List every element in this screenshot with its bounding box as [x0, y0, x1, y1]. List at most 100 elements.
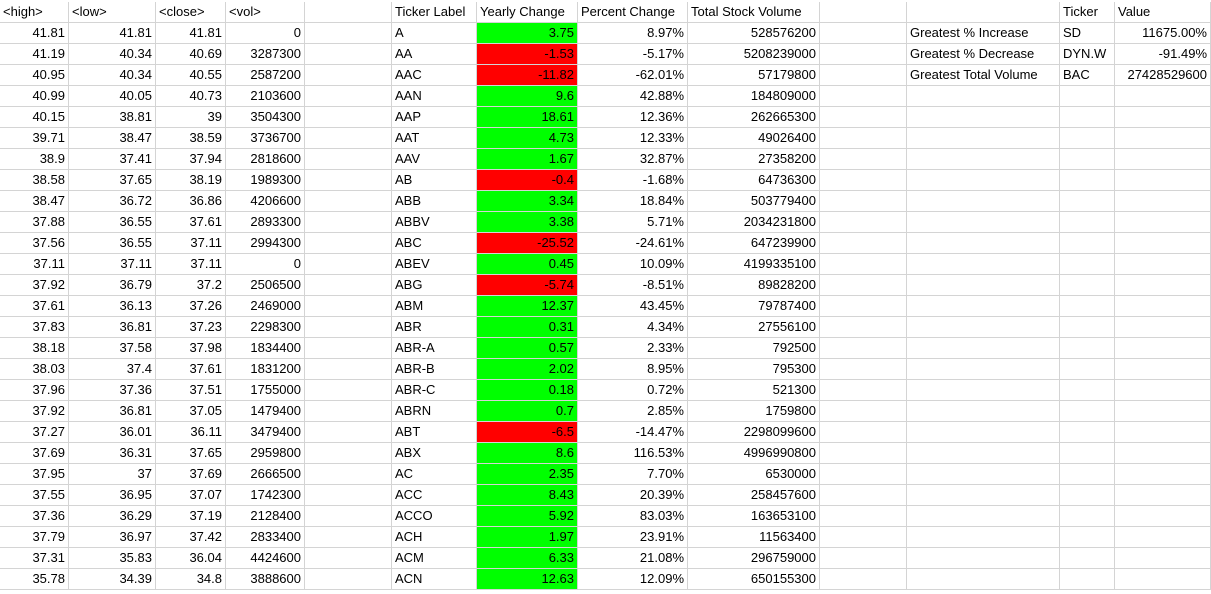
cell-close[interactable]: 38.19: [156, 170, 226, 191]
empty-cell[interactable]: [305, 233, 392, 254]
cell-vol[interactable]: 3888600: [226, 569, 305, 590]
cell-close[interactable]: 37.23: [156, 317, 226, 338]
empty-cell[interactable]: [1060, 212, 1115, 233]
cell-high[interactable]: 37.83: [0, 317, 69, 338]
cell-low[interactable]: 40.34: [69, 44, 156, 65]
cell-yearly-change[interactable]: 0.57: [477, 338, 578, 359]
cell-ticker-label[interactable]: ABR-C: [392, 380, 477, 401]
header-summary-ticker[interactable]: Ticker: [1060, 2, 1115, 23]
cell-total-stock-volume[interactable]: 57179800: [688, 65, 820, 86]
empty-cell[interactable]: [1115, 86, 1211, 107]
empty-cell[interactable]: [1060, 149, 1115, 170]
cell-yearly-change[interactable]: 8.43: [477, 485, 578, 506]
cell-close[interactable]: 34.8: [156, 569, 226, 590]
empty-cell[interactable]: [1060, 506, 1115, 527]
cell-total-stock-volume[interactable]: 4199335100: [688, 254, 820, 275]
cell-vol[interactable]: 2506500: [226, 275, 305, 296]
empty-cell[interactable]: [907, 464, 1060, 485]
cell-close[interactable]: 36.04: [156, 548, 226, 569]
cell-ticker-label[interactable]: AB: [392, 170, 477, 191]
cell-high[interactable]: 37.31: [0, 548, 69, 569]
cell-ticker-label[interactable]: ABX: [392, 443, 477, 464]
cell-low[interactable]: 36.01: [69, 422, 156, 443]
empty-cell[interactable]: [305, 254, 392, 275]
cell-percent-change[interactable]: 8.97%: [578, 23, 688, 44]
empty-cell[interactable]: [820, 296, 907, 317]
cell-yearly-change[interactable]: 0.18: [477, 380, 578, 401]
cell-yearly-change[interactable]: 12.63: [477, 569, 578, 590]
empty-cell[interactable]: [1060, 359, 1115, 380]
empty-cell[interactable]: [820, 401, 907, 422]
cell-yearly-change[interactable]: -0.4: [477, 170, 578, 191]
cell-total-stock-volume[interactable]: 184809000: [688, 86, 820, 107]
cell-total-stock-volume[interactable]: 792500: [688, 338, 820, 359]
empty-cell[interactable]: [907, 212, 1060, 233]
cell-low[interactable]: 37: [69, 464, 156, 485]
empty-cell[interactable]: [1060, 569, 1115, 590]
cell-yearly-change[interactable]: 12.37: [477, 296, 578, 317]
cell-low[interactable]: 36.31: [69, 443, 156, 464]
empty-cell[interactable]: [305, 170, 392, 191]
empty-cell[interactable]: [1115, 254, 1211, 275]
cell-total-stock-volume[interactable]: 2034231800: [688, 212, 820, 233]
empty-cell[interactable]: [820, 65, 907, 86]
cell-yearly-change[interactable]: 4.73: [477, 128, 578, 149]
cell-low[interactable]: 36.13: [69, 296, 156, 317]
empty-cell[interactable]: [305, 86, 392, 107]
cell-yearly-change[interactable]: -1.53: [477, 44, 578, 65]
cell-vol[interactable]: 3479400: [226, 422, 305, 443]
cell-high[interactable]: 37.55: [0, 485, 69, 506]
cell-percent-change[interactable]: 0.72%: [578, 380, 688, 401]
cell-close[interactable]: 37.61: [156, 359, 226, 380]
cell-vol[interactable]: 2469000: [226, 296, 305, 317]
cell-percent-change[interactable]: 5.71%: [578, 212, 688, 233]
empty-cell[interactable]: [1115, 527, 1211, 548]
cell-total-stock-volume[interactable]: 258457600: [688, 485, 820, 506]
cell-yearly-change[interactable]: 2.35: [477, 464, 578, 485]
cell-close[interactable]: 37.98: [156, 338, 226, 359]
summary-label[interactable]: Greatest % Increase: [907, 23, 1060, 44]
summary-ticker[interactable]: SD: [1060, 23, 1115, 44]
cell-high[interactable]: 37.92: [0, 401, 69, 422]
cell-close[interactable]: 37.51: [156, 380, 226, 401]
cell-close[interactable]: 37.69: [156, 464, 226, 485]
empty-cell[interactable]: [820, 2, 907, 23]
empty-cell[interactable]: [305, 65, 392, 86]
cell-yearly-change[interactable]: -25.52: [477, 233, 578, 254]
empty-cell[interactable]: [1115, 170, 1211, 191]
empty-cell[interactable]: [1060, 317, 1115, 338]
cell-total-stock-volume[interactable]: 650155300: [688, 569, 820, 590]
cell-percent-change[interactable]: 42.88%: [578, 86, 688, 107]
cell-ticker-label[interactable]: ABM: [392, 296, 477, 317]
empty-cell[interactable]: [1115, 401, 1211, 422]
empty-cell[interactable]: [820, 275, 907, 296]
cell-yearly-change[interactable]: -6.5: [477, 422, 578, 443]
empty-cell[interactable]: [907, 527, 1060, 548]
cell-total-stock-volume[interactable]: 521300: [688, 380, 820, 401]
cell-ticker-label[interactable]: ABRN: [392, 401, 477, 422]
cell-low[interactable]: 41.81: [69, 23, 156, 44]
cell-high[interactable]: 38.47: [0, 191, 69, 212]
cell-percent-change[interactable]: 43.45%: [578, 296, 688, 317]
cell-high[interactable]: 40.95: [0, 65, 69, 86]
cell-percent-change[interactable]: -24.61%: [578, 233, 688, 254]
empty-cell[interactable]: [907, 380, 1060, 401]
cell-ticker-label[interactable]: AAP: [392, 107, 477, 128]
cell-low[interactable]: 36.79: [69, 275, 156, 296]
empty-cell[interactable]: [820, 107, 907, 128]
cell-vol[interactable]: 3736700: [226, 128, 305, 149]
cell-close[interactable]: 37.05: [156, 401, 226, 422]
empty-cell[interactable]: [1060, 443, 1115, 464]
cell-percent-change[interactable]: 12.36%: [578, 107, 688, 128]
cell-ticker-label[interactable]: AAT: [392, 128, 477, 149]
cell-vol[interactable]: 4424600: [226, 548, 305, 569]
cell-low[interactable]: 37.58: [69, 338, 156, 359]
cell-close[interactable]: 40.55: [156, 65, 226, 86]
cell-high[interactable]: 37.69: [0, 443, 69, 464]
empty-cell[interactable]: [1115, 485, 1211, 506]
cell-percent-change[interactable]: 83.03%: [578, 506, 688, 527]
empty-cell[interactable]: [820, 422, 907, 443]
cell-high[interactable]: 37.61: [0, 296, 69, 317]
empty-cell[interactable]: [305, 149, 392, 170]
empty-cell[interactable]: [907, 86, 1060, 107]
